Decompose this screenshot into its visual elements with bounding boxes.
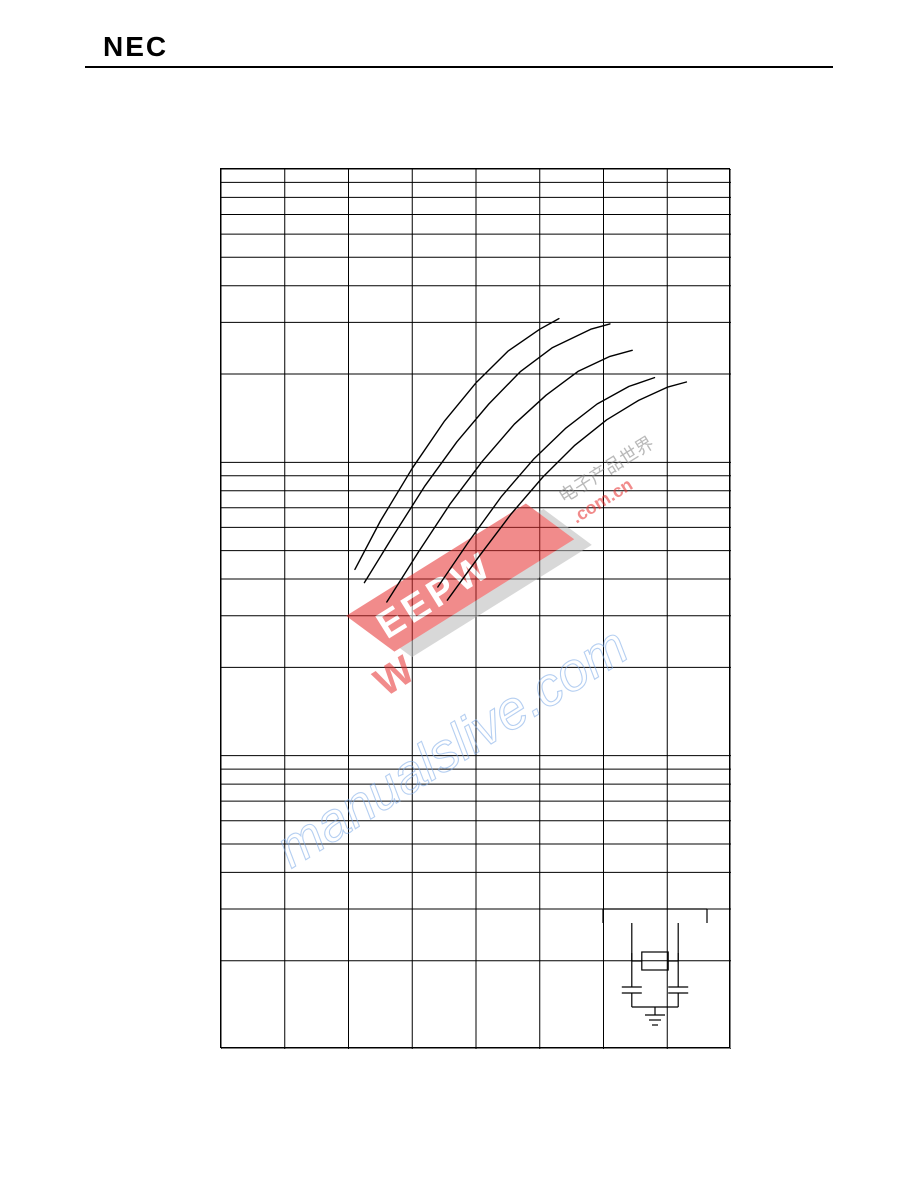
svg-text:manualslive.com: manualslive.com bbox=[266, 615, 639, 879]
watermarks: manualslive.comEEPW电子产品世界W.com.cn bbox=[266, 429, 697, 879]
chart-container: manualslive.comEEPW电子产品世界W.com.cn bbox=[220, 168, 730, 1048]
nec-logo: NEC bbox=[103, 31, 168, 63]
page-header: NEC bbox=[85, 28, 833, 68]
page-root: NEC manualslive.comEEPW电子产品世界W.com.cn bbox=[0, 0, 918, 1188]
svg-text:W: W bbox=[367, 648, 423, 705]
inset-circuit bbox=[603, 909, 707, 1025]
chart-svg: manualslive.comEEPW电子产品世界W.com.cn bbox=[221, 169, 731, 1049]
